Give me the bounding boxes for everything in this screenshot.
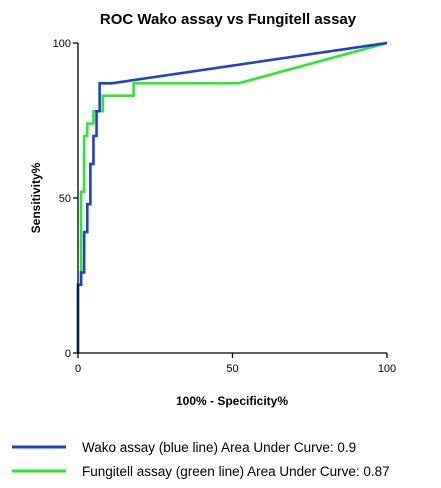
y-tick-label: 0 [65, 348, 71, 360]
x-tick-label: 100 [378, 363, 396, 375]
y-tick-label: 100 [53, 38, 71, 50]
y-axis-label: Sensitivity% [29, 162, 43, 233]
x-tick-label: 0 [75, 363, 81, 375]
series-line-0 [76, 41, 388, 353]
x-axis-ticks: 0 50 100 [75, 353, 396, 375]
chart-title: ROC Wako assay vs Fungitell assay [100, 11, 357, 28]
x-axis-label: 100% - Specificity% [176, 394, 288, 408]
y-axis-ticks: 0 50 100 [53, 38, 78, 360]
y-tick-label: 50 [59, 193, 71, 205]
legend-label-wako: Wako assay (blue line) Area Under Curve:… [82, 440, 356, 455]
plot-area [76, 41, 388, 353]
legend: Wako assay (blue line) Area Under Curve:… [12, 440, 390, 479]
x-tick-label: 50 [226, 363, 238, 375]
legend-label-fungitell: Fungitell assay (green line) Area Under … [82, 464, 390, 479]
series-line-1 [76, 41, 388, 353]
